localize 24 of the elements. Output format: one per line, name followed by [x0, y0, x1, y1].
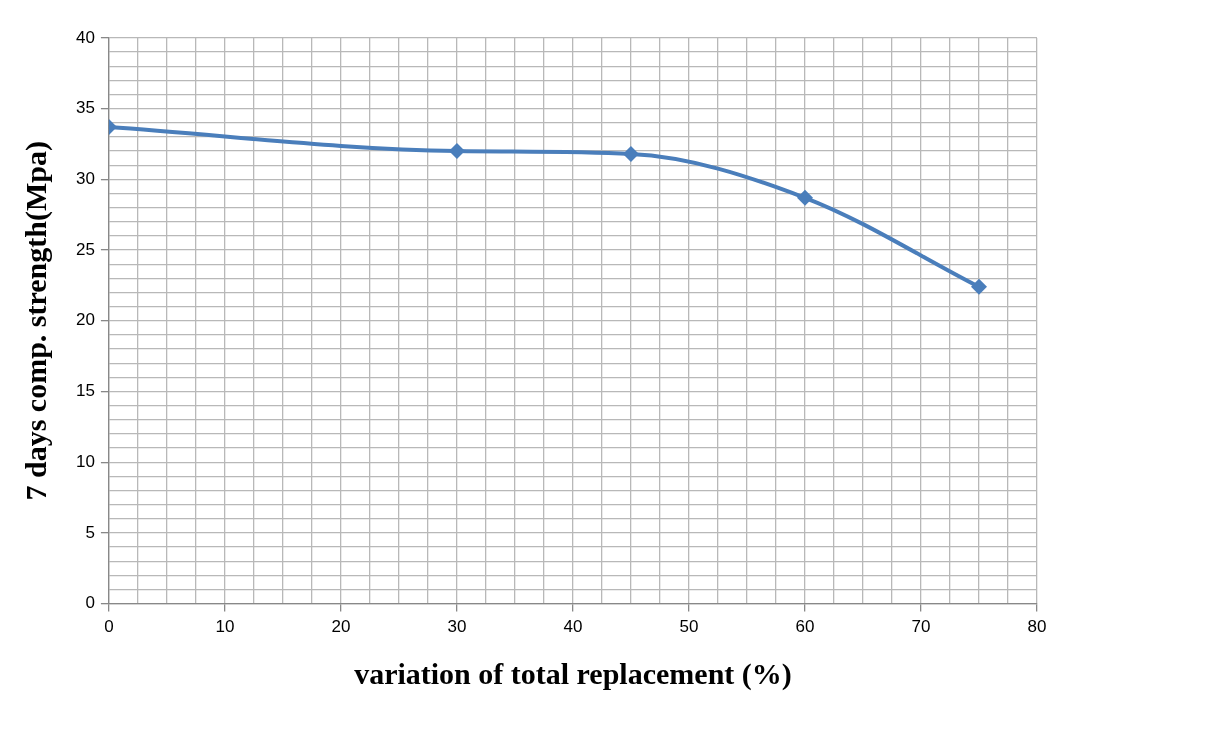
y-tick-label: 25	[75, 239, 95, 259]
x-tick-label: 50	[679, 617, 699, 637]
x-tick-label: 20	[331, 617, 351, 637]
y-tick-label: 10	[75, 451, 95, 471]
y-tick-label: 20	[75, 310, 95, 330]
x-tick-label: 80	[1027, 617, 1047, 637]
y-axis-title: 7 days comp. strength(Mpa)	[18, 141, 53, 501]
x-tick-label: 10	[215, 617, 235, 637]
x-tick-label: 70	[911, 617, 931, 637]
y-tick-label: 15	[75, 381, 95, 401]
y-tick-label: 30	[75, 169, 95, 189]
point	[796, 189, 813, 206]
point	[970, 278, 987, 295]
y-tick-label: 35	[75, 98, 95, 118]
x-tick-label: 30	[447, 617, 467, 637]
x-tick-label: 40	[563, 617, 583, 637]
x-axis-title: variation of total replacement (%)	[354, 656, 792, 691]
y-tick-label: 5	[85, 522, 95, 542]
x-tick-label: 0	[104, 617, 114, 637]
y-tick-label: 0	[85, 593, 95, 613]
x-tick-label: 60	[795, 617, 815, 637]
point	[448, 143, 465, 160]
point	[622, 145, 639, 162]
y-tick-label: 40	[75, 27, 95, 47]
